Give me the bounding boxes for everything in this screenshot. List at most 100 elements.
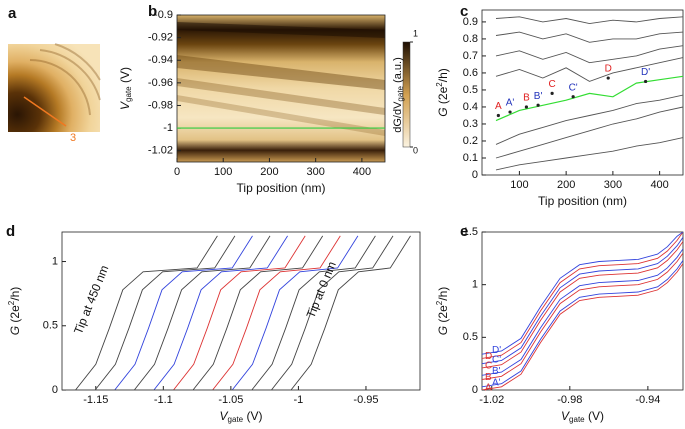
- y-tick-label: 1: [52, 255, 58, 267]
- legend-label: C': [492, 354, 501, 365]
- tip-ring: [29, 43, 101, 116]
- x-tick-label: 200: [557, 179, 575, 191]
- legend-label: D': [492, 345, 501, 356]
- x-tick-label: -1: [294, 394, 304, 406]
- x-axis-label-part: V: [220, 409, 229, 423]
- legend-label: D: [485, 351, 492, 362]
- x-tick-label: -0.95: [353, 394, 378, 406]
- series-line: [62, 235, 376, 390]
- y-axis-label-part: G: [436, 107, 450, 116]
- series-line: [62, 235, 306, 390]
- x-tick-label: 300: [604, 179, 622, 191]
- y-tick-label: -0.92: [148, 32, 173, 44]
- legend-label: B': [492, 366, 501, 377]
- x-tick-label: -1.1: [154, 394, 173, 406]
- point: [524, 105, 529, 109]
- x-tick-label: 300: [306, 166, 324, 178]
- series-line: [62, 235, 271, 390]
- plot-frame: [176, 14, 386, 163]
- colorbar-label-part: gate: [396, 85, 405, 101]
- legend-label: A: [485, 383, 492, 394]
- series-line: [62, 235, 288, 390]
- y-axis-label-part: 2: [7, 300, 16, 305]
- y-tick-label: -0.96: [148, 77, 173, 89]
- series-line: [482, 248, 683, 376]
- y-axis-label: G (2e2/h): [435, 287, 450, 336]
- cut-line: [23, 96, 67, 127]
- series-line: [495, 137, 684, 171]
- panel-label: b: [148, 3, 157, 20]
- y-tick-label: 0: [472, 384, 478, 396]
- x-tick-label: 400: [353, 166, 371, 178]
- series-line: [482, 232, 683, 359]
- series-line: [495, 31, 684, 43]
- x-tick-label: -1.15: [83, 394, 108, 406]
- series-line: [482, 260, 683, 388]
- colorbar: [402, 41, 411, 148]
- y-tick-label: 1.5: [463, 226, 478, 238]
- plot-lines: [482, 232, 683, 390]
- series-line: [62, 235, 324, 390]
- plot-frame: [481, 231, 684, 391]
- point-label: B: [523, 93, 530, 104]
- x-axis-label-part: Tip position (nm): [237, 181, 326, 195]
- y-tick-label: 0.5: [463, 331, 478, 343]
- y-axis-label-part: (2e: [436, 305, 450, 326]
- annotation: Tip at 0 nm: [304, 259, 339, 319]
- y-axis-label-part: (2e: [436, 86, 450, 107]
- y-axis-label-part: (V): [118, 67, 132, 86]
- y-axis-label-part: 2: [435, 300, 444, 305]
- plot-frame: [481, 9, 684, 176]
- y-tick-label: 0.1: [463, 152, 478, 164]
- point: [536, 103, 540, 107]
- y-tick-label: 0.5: [463, 84, 478, 96]
- x-tick-label: -1.02: [479, 394, 504, 406]
- series-line: [482, 252, 683, 380]
- series-line: [495, 45, 684, 64]
- y-axis-label-part: 2: [435, 82, 444, 87]
- panel-label: e: [460, 223, 468, 240]
- series-line: [495, 94, 684, 145]
- series-line: [62, 235, 394, 390]
- y-tick-label: -0.94: [148, 54, 173, 66]
- series-line: [495, 16, 684, 25]
- x-axis-label-part: Tip position (nm): [538, 194, 627, 208]
- heatmap-bands: [177, 22, 385, 136]
- colorbar-label-part: (a.u.): [392, 57, 404, 86]
- x-tick-label: 200: [260, 166, 278, 178]
- series-line: [495, 57, 684, 82]
- point-label: B': [534, 91, 543, 102]
- y-axis-label-part: V: [118, 101, 132, 110]
- point: [606, 76, 610, 80]
- series-line: [62, 235, 359, 390]
- x-axis-label: Tip position (nm): [538, 194, 627, 208]
- series-line: [495, 106, 684, 159]
- y-axis-label-part: G: [8, 326, 22, 335]
- colorbar-tick-label: 1: [413, 28, 418, 38]
- x-axis-label-part: gate: [228, 415, 244, 424]
- y-tick-label: 1: [472, 279, 478, 291]
- panel-label: c: [460, 3, 468, 20]
- plot-lines: [495, 16, 684, 171]
- series-line: [495, 75, 684, 122]
- x-tick-label: 100: [214, 166, 232, 178]
- panel-label: a: [8, 5, 17, 22]
- point: [496, 113, 500, 118]
- colorbar-label: dG/dVgate (a.u.): [392, 57, 405, 133]
- y-axis-label-part: gate: [124, 86, 133, 102]
- point: [550, 91, 554, 95]
- x-axis-label: Vgate (V): [220, 409, 263, 424]
- y-tick-label: 0.3: [463, 118, 478, 130]
- y-axis-label-part: G: [436, 326, 450, 335]
- colorbar-tick-label: 0: [413, 145, 418, 155]
- y-axis-label-part: /h): [8, 287, 22, 301]
- series-line: [62, 235, 253, 390]
- x-axis-label-part: (V): [585, 409, 604, 423]
- point-label: C': [569, 82, 578, 93]
- point-label: D: [605, 64, 612, 75]
- x-tick-label: 100: [510, 179, 528, 191]
- x-tick-label: -0.98: [557, 394, 582, 406]
- image-annotation: 3: [70, 132, 76, 144]
- y-tick-label: -0.98: [148, 99, 173, 111]
